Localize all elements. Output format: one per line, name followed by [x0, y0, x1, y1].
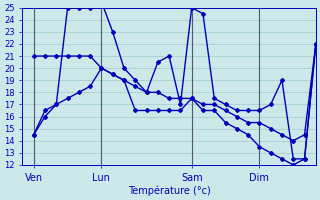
X-axis label: Température (°c): Température (°c) [128, 185, 211, 196]
